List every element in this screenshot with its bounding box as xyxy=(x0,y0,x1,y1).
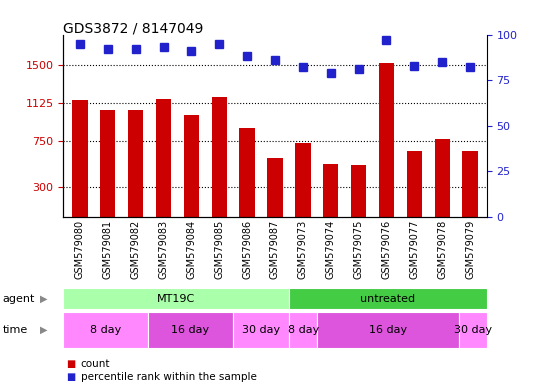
Text: 16 day: 16 day xyxy=(369,325,407,335)
Text: ■: ■ xyxy=(66,372,75,382)
Bar xyxy=(434,139,450,217)
Bar xyxy=(100,109,116,217)
Text: MT19C: MT19C xyxy=(157,293,195,304)
Text: ■: ■ xyxy=(66,359,75,369)
Bar xyxy=(239,128,255,217)
Text: 30 day: 30 day xyxy=(242,325,280,335)
Bar xyxy=(156,99,171,217)
Text: 30 day: 30 day xyxy=(454,325,492,335)
Bar xyxy=(72,101,87,217)
Text: 16 day: 16 day xyxy=(171,325,210,335)
Text: time: time xyxy=(3,325,28,335)
Text: 8 day: 8 day xyxy=(90,325,121,335)
Bar xyxy=(184,114,199,217)
Text: 8 day: 8 day xyxy=(288,325,319,335)
Text: GDS3872 / 8147049: GDS3872 / 8147049 xyxy=(63,21,204,35)
Bar xyxy=(351,165,366,217)
Text: untreated: untreated xyxy=(360,293,415,304)
Bar xyxy=(267,158,283,217)
Bar xyxy=(406,151,422,217)
Text: agent: agent xyxy=(3,293,35,304)
Bar xyxy=(323,164,338,217)
Bar xyxy=(295,143,311,217)
Text: ▶: ▶ xyxy=(40,293,47,304)
Text: ▶: ▶ xyxy=(40,325,47,335)
Bar xyxy=(463,151,478,217)
Bar xyxy=(128,109,144,217)
Text: percentile rank within the sample: percentile rank within the sample xyxy=(81,372,257,382)
Bar xyxy=(212,98,227,217)
Bar xyxy=(379,63,394,217)
Text: count: count xyxy=(81,359,111,369)
